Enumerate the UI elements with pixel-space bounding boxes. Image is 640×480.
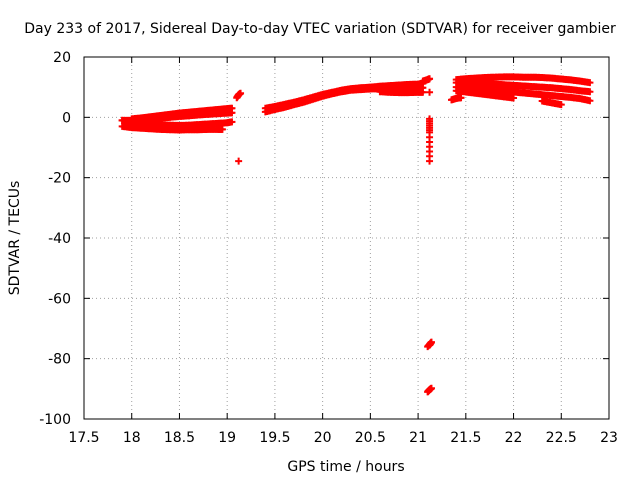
grid: [84, 57, 609, 419]
data-point: [228, 118, 236, 126]
x-tick-label: 20: [314, 430, 332, 446]
data-point: [426, 88, 434, 96]
y-tick-labels: -100 -80 -60 -40 -20 0 20: [39, 50, 71, 428]
data-point: [426, 157, 434, 165]
y-tick-label: -60: [48, 291, 71, 307]
series-sat-e: [233, 89, 245, 102]
data-point: [228, 104, 236, 112]
series-sat-k: [426, 88, 434, 96]
x-tick-label: 17.5: [68, 430, 99, 446]
data-point: [557, 101, 565, 109]
x-tick-label: 20.5: [355, 430, 386, 446]
x-tick-label: 19: [218, 430, 236, 446]
series-sat-f: [235, 157, 243, 165]
x-tick-label: 19.5: [259, 430, 290, 446]
y-tick-label: -40: [48, 231, 71, 247]
data-point: [427, 384, 435, 392]
x-tick-label: 22: [505, 430, 523, 446]
series-sat-i: [376, 88, 427, 97]
series-sat-j: [419, 75, 434, 85]
series-sat-n: [424, 384, 435, 396]
series-sat-q: [452, 79, 594, 96]
data-point: [235, 157, 243, 165]
y-tick-label: -80: [48, 352, 71, 368]
data-point: [586, 97, 594, 105]
x-tick-label: 21.5: [450, 430, 481, 446]
series-sat-h: [261, 80, 427, 112]
chart-title: Day 233 of 2017, Sidereal Day-to-day VTE…: [24, 21, 616, 37]
x-tick-label: 22.5: [546, 430, 577, 446]
data-point: [237, 89, 245, 97]
y-tick-label: -20: [48, 171, 71, 187]
y-tick-label: 0: [62, 110, 71, 126]
x-tick-label: 21: [409, 430, 427, 446]
data-point: [586, 88, 594, 96]
data-point: [218, 125, 226, 133]
data-point: [424, 343, 432, 351]
data-point: [510, 94, 518, 102]
x-axis-label: GPS time / hours: [287, 459, 404, 475]
series-sat-l: [426, 115, 434, 165]
data-point: [419, 88, 427, 96]
x-tick-label: 18: [123, 430, 141, 446]
series-sat-t: [538, 97, 565, 109]
y-tick-label: -100: [39, 412, 71, 428]
y-tick-label: 20: [53, 50, 71, 66]
data-point: [426, 75, 434, 83]
series-sat-s: [452, 87, 518, 102]
data-points: [118, 73, 594, 396]
y-axis-label: SDTVAR / TECUs: [7, 181, 23, 296]
series-sat-a: [118, 122, 226, 134]
data-point: [586, 79, 594, 87]
x-tick-label: 23: [600, 430, 618, 446]
plot-frame: [83, 56, 610, 420]
axis-ticks: [83, 56, 610, 420]
series-sat-m: [424, 338, 435, 351]
data-point: [457, 94, 465, 102]
x-tick-label: 18.5: [164, 430, 195, 446]
series-sat-d: [128, 104, 236, 123]
x-tick-labels: 17.5 18 18.5 19 19.5 20 20.5 21 21.5 22 22.5 23: [68, 430, 618, 446]
series-sat-o: [448, 94, 465, 104]
